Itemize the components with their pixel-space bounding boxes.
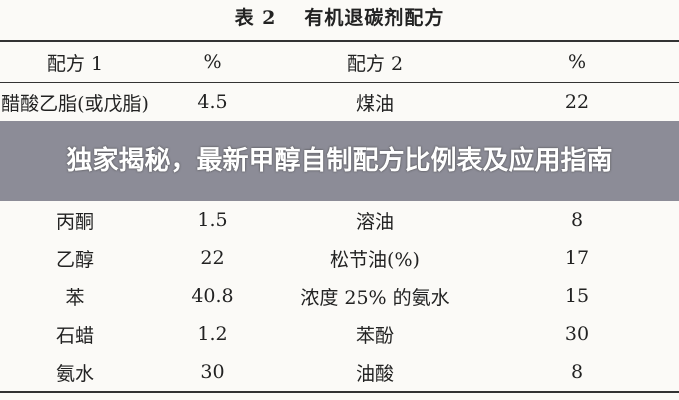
header-cell: % [203, 51, 222, 73]
table-cell: 22 [564, 91, 590, 113]
header-cell: 配方 2 [346, 52, 404, 75]
table-cell: 40.8 [191, 285, 234, 307]
table-row: 氨水 30 油酸 8 [0, 353, 679, 391]
header-row: 配方 1 % 配方 2 % [0, 42, 679, 83]
table-cell: 松节油(%) [330, 248, 420, 271]
table-row: 石蜡 1.2 苯酚 30 [0, 315, 679, 353]
table-cell: 4.5 [197, 91, 228, 113]
table-cell: 煤油 [355, 92, 394, 115]
table-cell: 30 [200, 361, 225, 383]
table-cell: 丙酮 [55, 210, 94, 233]
table-cell: 乙醇 [55, 248, 94, 271]
table-cell: 22 [200, 247, 225, 269]
header-cell: 配方 1 [46, 52, 104, 75]
table-cell: 15 [564, 285, 590, 307]
table-cell: 8 [570, 209, 584, 231]
table-row: 醋酸乙脂(或戊脂) 4.5 煤油 22 [0, 83, 679, 122]
table-cell: 8 [570, 361, 584, 383]
caption-label: 表 2 [234, 7, 277, 29]
table-row: 苯 40.8 浓度 25% 的氨水 15 [0, 277, 679, 315]
table-cell: 30 [564, 323, 590, 345]
table-cell: 苯酚 [355, 324, 394, 347]
top-rule [0, 40, 679, 42]
table-cell: 醋酸乙脂(或戊脂) [1, 92, 149, 115]
table-cell: 溶油 [355, 210, 394, 233]
table-cell: 油酸 [355, 362, 394, 385]
table-row: 乙醇 22 松节油(%) 17 [0, 239, 679, 277]
table-cell: 1.5 [197, 209, 228, 231]
table-cell: 1.2 [197, 323, 228, 345]
banner-headline: 独家揭秘，最新甲醇自制配方比例表及应用指南 [0, 121, 679, 201]
formula-table: 配方 1 % 配方 2 % 醋酸乙脂(或戊脂) 4.5 煤油 22 独家揭秘，最新甲醇自… [0, 42, 679, 391]
caption-title: 有机退碳剂配方 [304, 7, 445, 29]
bottom-rule [0, 391, 679, 393]
overlay-banner: 独家揭秘，最新甲醇自制配方比例表及应用指南 [0, 121, 679, 201]
table-caption: 表 2 有机退碳剂配方 [0, 0, 679, 40]
table-cell: 17 [564, 247, 590, 269]
header-cell: % [567, 51, 587, 73]
table-cell: 苯 [65, 286, 85, 309]
table-row: 丙酮 1.5 溶油 8 [0, 201, 679, 239]
table-cell: 浓度 25% 的氨水 [300, 286, 450, 309]
table-cell: 石蜡 [55, 324, 94, 347]
table-cell: 氨水 [55, 362, 94, 385]
